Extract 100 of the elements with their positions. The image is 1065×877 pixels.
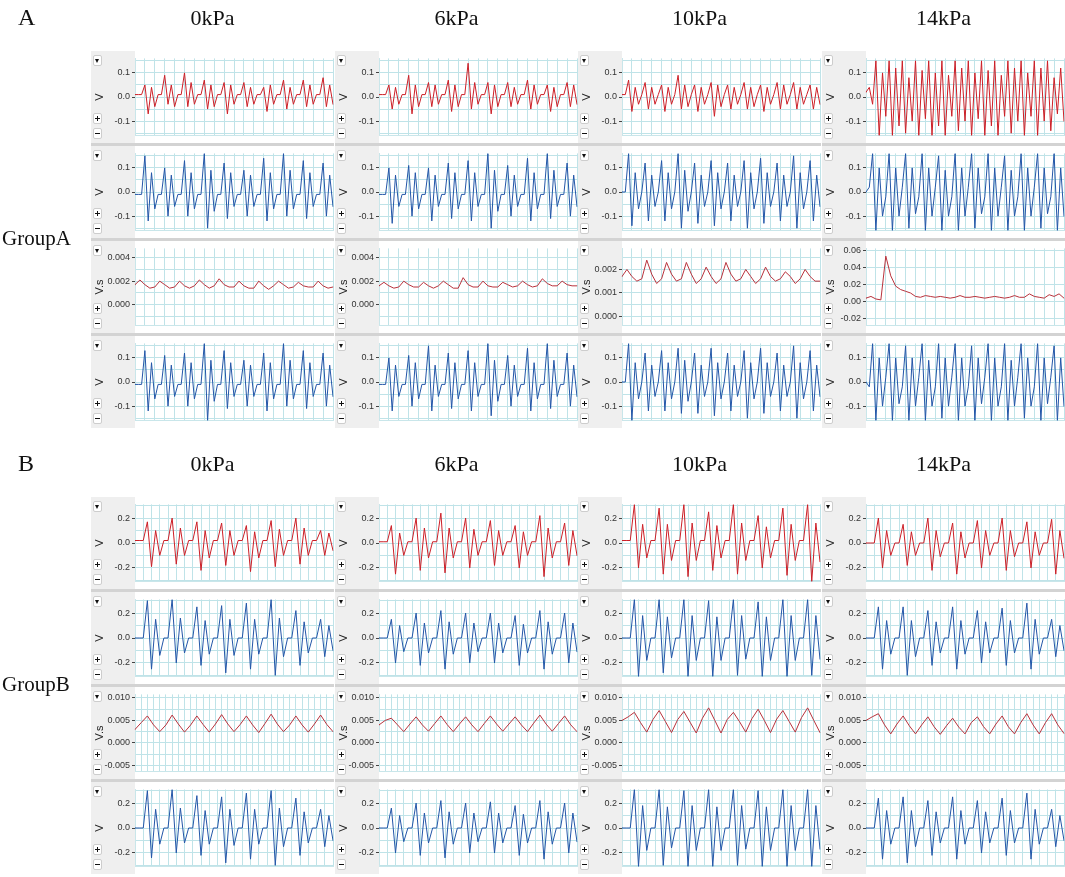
y-axis-title: V: [92, 823, 105, 832]
text: A: [18, 4, 36, 30]
y-tick-label: -0.1: [845, 115, 861, 126]
y-tick-label: -0.2: [114, 657, 130, 668]
y-axis-title: V: [92, 92, 105, 101]
y-tick-label: 0.06: [843, 244, 861, 255]
y-tick-label: 0.2: [117, 797, 130, 808]
y-tick-label: 0.0: [117, 91, 130, 102]
y-tick-label: 0.2: [604, 797, 617, 808]
y-tick-label: -0.2: [845, 657, 861, 668]
y-tick-label: 0.005: [838, 714, 861, 725]
text: GroupA: [2, 226, 71, 250]
y-tick-label: 0.0: [117, 186, 130, 197]
chart-title: 6kPa: [433, 5, 480, 31]
y-tick-label: 0.0: [361, 632, 374, 643]
y-tick-label: -0.2: [601, 657, 617, 668]
y-axis-title: V: [579, 538, 592, 547]
y-axis-title: V: [92, 633, 105, 642]
y-tick-label: -0.2: [358, 657, 374, 668]
y-tick-label: -0.005: [835, 759, 861, 770]
y-tick-label: 0.0: [361, 91, 374, 102]
y-tick-label: 0.2: [361, 797, 374, 808]
y-tick-label: 0.1: [848, 67, 861, 78]
y-tick-label: 0.010: [838, 692, 861, 703]
chart-title: 0kPa: [189, 5, 236, 31]
y-tick-label: 0.0: [117, 376, 130, 387]
y-tick-label: -0.2: [358, 562, 374, 573]
y-axis-title: V: [336, 633, 349, 642]
y-tick-label: 0.002: [351, 275, 374, 286]
text: B: [18, 450, 35, 476]
y-tick-label: 0.04: [843, 261, 861, 272]
y-axis-title: V: [579, 823, 592, 832]
chart-title: 14kPa: [915, 5, 972, 31]
y-tick-label: 0.005: [594, 714, 617, 725]
y-tick-label: 0.005: [351, 714, 374, 725]
y-axis-title: V: [579, 377, 592, 386]
y-tick-label: -0.02: [840, 313, 861, 324]
y-tick-label: 0.1: [117, 162, 130, 173]
y-tick-label: 0.0: [848, 91, 861, 102]
y-axis-title: V: [92, 187, 105, 196]
y-tick-label: 0.1: [361, 67, 374, 78]
y-tick-label: 0.1: [848, 352, 861, 363]
y-tick-label: -0.005: [348, 759, 374, 770]
y-tick-label: 0.000: [594, 737, 617, 748]
y-tick-label: 0.1: [604, 67, 617, 78]
y-tick-label: 0.010: [351, 692, 374, 703]
y-tick-label: 0.002: [594, 263, 617, 274]
y-tick-label: -0.2: [845, 847, 861, 858]
y-tick-label: 0.2: [117, 607, 130, 618]
y-tick-label: 0.1: [604, 162, 617, 173]
y-axis-title: V: [336, 823, 349, 832]
text: GroupB: [2, 672, 70, 696]
y-tick-label: 0.000: [107, 299, 130, 310]
y-tick-label: 0.0: [117, 822, 130, 833]
y-tick-label: 0.004: [351, 252, 374, 263]
chart-title: 10kPa: [671, 451, 728, 477]
y-axis-title: V: [92, 538, 105, 547]
y-tick-label: -0.2: [358, 847, 374, 858]
y-tick-label: -0.2: [114, 847, 130, 858]
y-tick-label: 0.0: [604, 537, 617, 548]
y-tick-label: -0.1: [358, 210, 374, 221]
y-axis-title: V.s: [823, 279, 836, 295]
y-tick-label: -0.1: [601, 400, 617, 411]
y-tick-label: 0.005: [107, 714, 130, 725]
y-axis-title: V: [336, 92, 349, 101]
y-tick-label: 0.0: [848, 186, 861, 197]
y-tick-label: 0.0: [361, 822, 374, 833]
y-axis-title: V: [823, 92, 836, 101]
y-axis-title: V: [336, 538, 349, 547]
y-tick-label: 0.00: [843, 296, 861, 307]
y-axis-title: V: [92, 377, 105, 386]
y-tick-label: 0.0: [117, 537, 130, 548]
y-axis-title: V: [823, 187, 836, 196]
y-tick-label: 0.2: [361, 607, 374, 618]
y-tick-label: 0.2: [604, 607, 617, 618]
y-tick-label: 0.000: [838, 737, 861, 748]
y-tick-label: 0.0: [361, 186, 374, 197]
y-axis-title: V.s: [579, 279, 592, 295]
y-tick-label: -0.1: [845, 210, 861, 221]
y-tick-label: -0.2: [601, 562, 617, 573]
y-tick-label: 0.1: [848, 162, 861, 173]
y-tick-label: 0.010: [594, 692, 617, 703]
y-tick-label: -0.2: [601, 847, 617, 858]
y-tick-label: 0.0: [361, 537, 374, 548]
y-tick-label: 0.000: [351, 299, 374, 310]
y-tick-label: 0.0: [361, 376, 374, 387]
y-tick-label: 0.000: [107, 737, 130, 748]
y-tick-label: -0.1: [358, 400, 374, 411]
y-tick-label: 0.2: [604, 512, 617, 523]
y-tick-label: 0.2: [117, 512, 130, 523]
y-tick-label: -0.1: [845, 400, 861, 411]
y-tick-label: 0.0: [848, 822, 861, 833]
y-axis-title: V: [336, 377, 349, 386]
y-axis-title: V: [823, 377, 836, 386]
y-tick-label: -0.005: [591, 759, 617, 770]
chart-title: 0kPa: [189, 451, 236, 477]
y-tick-label: -0.2: [845, 562, 861, 573]
y-tick-label: 0.1: [117, 67, 130, 78]
y-tick-label: -0.1: [114, 210, 130, 221]
y-tick-label: 0.000: [594, 310, 617, 321]
